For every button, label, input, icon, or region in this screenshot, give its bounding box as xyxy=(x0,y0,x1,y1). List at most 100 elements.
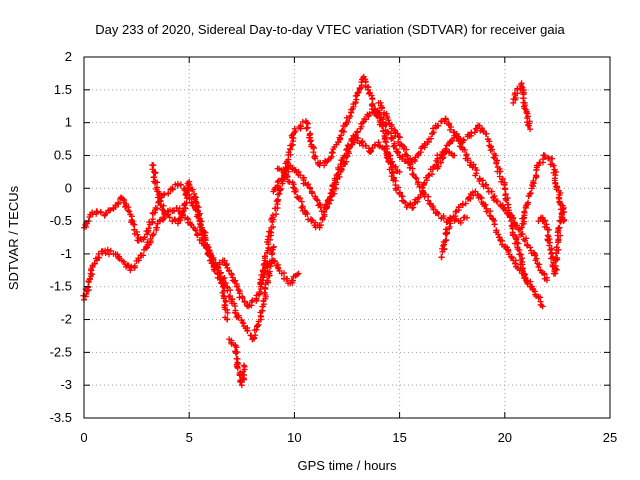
point-trail xyxy=(555,206,567,232)
point-trail xyxy=(261,228,275,262)
data-point xyxy=(310,149,317,156)
data-point xyxy=(365,86,372,93)
point-trail xyxy=(445,120,457,136)
point-trail xyxy=(171,216,181,227)
x-axis-label: GPS time / hours xyxy=(298,458,397,473)
point-trail xyxy=(303,120,317,152)
point-trail xyxy=(376,143,391,157)
point-trail xyxy=(383,154,399,184)
point-trail xyxy=(257,260,270,288)
point-trail xyxy=(250,318,262,342)
point-trail xyxy=(518,83,529,112)
plot-area-frame xyxy=(83,56,611,419)
series-satellite-track-11 xyxy=(510,80,534,133)
point-trail xyxy=(265,243,277,276)
point-trail xyxy=(120,258,133,271)
point-trail xyxy=(469,161,483,183)
tick-labels: 0 5 10 15 20 25 2 1.5 1 0.5 0 -0.5 -1 -1.5 -2 -2.5 -3 -3.… xyxy=(50,49,618,445)
x-tick-label: 5 xyxy=(186,430,193,445)
data-point xyxy=(375,139,382,146)
y-tick-label: 0.5 xyxy=(54,147,72,162)
point-trail xyxy=(438,230,450,261)
point-trail xyxy=(238,363,248,385)
point-trail xyxy=(502,186,515,220)
data-points xyxy=(80,73,568,389)
y-tick-label: -2.5 xyxy=(50,344,72,359)
data-point xyxy=(304,119,311,126)
data-point xyxy=(224,316,231,323)
y-tick-label: -2 xyxy=(60,312,72,327)
series-satellite-track-8 xyxy=(375,99,550,284)
data-point xyxy=(156,198,163,205)
point-trail xyxy=(402,146,415,165)
point-trail xyxy=(233,312,247,327)
data-point xyxy=(451,152,458,159)
point-trail xyxy=(149,161,159,185)
point-trail xyxy=(421,193,436,210)
data-point xyxy=(518,224,525,231)
data-point xyxy=(560,204,567,211)
point-trail xyxy=(486,208,498,224)
point-trail xyxy=(135,243,150,262)
point-trail xyxy=(184,215,195,229)
point-trail xyxy=(410,194,422,211)
x-tick-label: 10 xyxy=(287,430,301,445)
point-trail xyxy=(547,155,560,176)
point-trail xyxy=(169,180,181,193)
data-point xyxy=(484,185,491,192)
point-trail xyxy=(137,234,148,243)
point-trail xyxy=(551,175,564,196)
chart-title: Day 233 of 2020, Sidereal Day-to-day VTE… xyxy=(95,22,565,37)
point-trail xyxy=(152,179,163,201)
point-trail xyxy=(157,201,168,217)
y-tick-label: -1 xyxy=(60,246,72,261)
point-trail xyxy=(529,285,540,300)
point-trail xyxy=(392,184,406,204)
data-point xyxy=(535,264,542,271)
point-trail xyxy=(519,230,531,249)
point-trail xyxy=(510,90,521,103)
point-trail xyxy=(80,286,92,300)
point-trail xyxy=(362,76,372,91)
data-point xyxy=(358,139,365,146)
data-point xyxy=(442,116,449,123)
point-trail xyxy=(486,138,501,164)
data-point xyxy=(463,214,470,221)
point-trail xyxy=(228,271,243,295)
x-tick-label: 15 xyxy=(392,430,406,445)
x-tick-label: 0 xyxy=(80,430,87,445)
series-satellite-track-10 xyxy=(438,188,546,310)
point-trail xyxy=(297,118,309,130)
point-trail xyxy=(284,173,297,191)
data-point xyxy=(527,126,534,133)
point-trail xyxy=(530,162,541,187)
data-point xyxy=(527,244,534,251)
y-tick-label: 1.5 xyxy=(54,82,72,97)
point-trail xyxy=(512,257,521,272)
point-trail xyxy=(414,179,427,198)
point-trail xyxy=(232,344,241,362)
point-trail xyxy=(271,177,285,193)
y-tick-label: -3.5 xyxy=(50,410,72,425)
point-trail xyxy=(392,130,408,150)
data-point xyxy=(304,181,311,188)
point-trail xyxy=(102,246,114,258)
data-point xyxy=(354,90,361,97)
point-trail xyxy=(418,138,432,152)
point-trail xyxy=(396,153,409,165)
y-tick-label: -0.5 xyxy=(50,213,72,228)
point-trail xyxy=(355,74,367,96)
point-trail xyxy=(523,183,537,209)
point-trail xyxy=(505,246,515,261)
series-satellite-track-7 xyxy=(270,106,470,227)
point-trail xyxy=(411,150,422,165)
y-axis-label: SDTVAR / TECUs xyxy=(6,185,21,290)
point-trail xyxy=(518,266,529,281)
point-trail xyxy=(523,108,533,129)
point-trail xyxy=(368,141,382,155)
point-trail xyxy=(493,160,508,188)
y-tick-label: -3 xyxy=(60,377,72,392)
point-trail xyxy=(508,222,522,247)
gridlines xyxy=(84,57,610,418)
